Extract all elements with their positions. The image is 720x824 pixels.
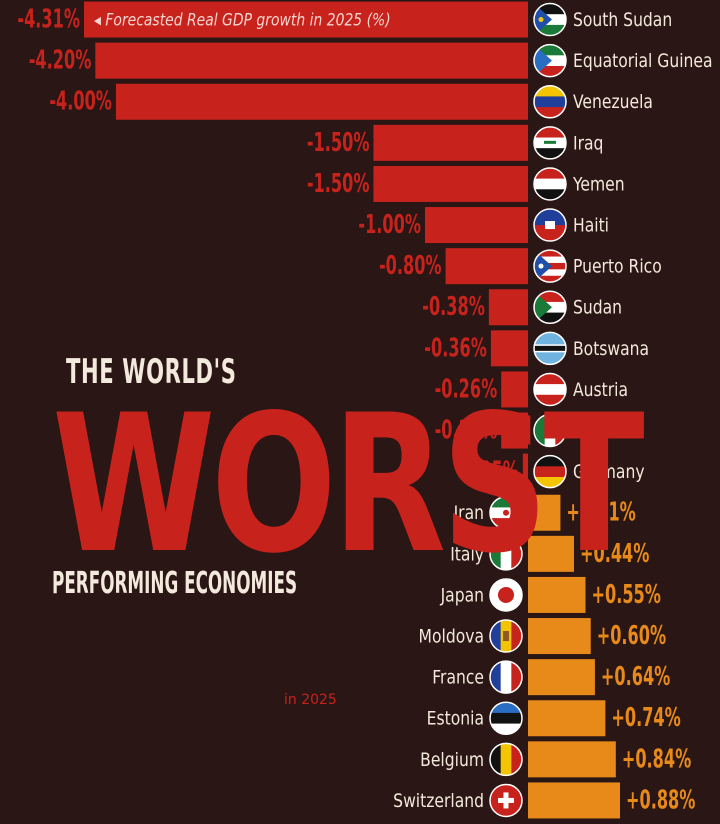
headline-worst: WORST [52,374,645,595]
value-label: +0.55% [592,580,661,610]
value-label: -1.00% [358,210,421,240]
bar-1 [95,42,528,79]
country-label: Puerto Rico [573,256,662,278]
value-label: -0.38% [422,292,485,322]
bar-5 [424,207,528,244]
austria-flag-icon [533,372,567,407]
switzerland-flag-icon [489,783,523,818]
value-label: -4.20% [29,46,92,76]
japan-flag-icon [489,578,523,612]
puerto-rico-flag-icon [533,249,567,283]
country-label: Italy [450,544,484,566]
bar-6 [445,248,528,285]
yemen-flag-icon [533,167,567,201]
country-label: Switzerland [393,791,484,813]
venezuela-flag-icon [533,85,567,119]
country-label: Sudan [573,297,622,319]
country-label: Estonia [427,708,484,730]
value-label: +0.84% [622,745,691,775]
country-label: Germany [573,462,645,484]
france-flag-icon [489,660,523,694]
country-label: Botswana [573,338,649,360]
south-sudan-flag-icon [533,2,567,37]
value-label: +0.60% [597,621,666,651]
country-label: France [432,667,484,689]
country-label: Moldova [419,626,484,648]
bar-12 [528,494,561,531]
headline: THE WORLD'S WORST PERFORMING ECONOMIES i… [52,352,645,708]
bar-8 [490,330,528,367]
country-label: Equatorial Guinea [573,51,713,73]
bar-17 [528,700,606,737]
italy-flag-icon [489,537,523,571]
headline-year: in 2025 [284,692,337,708]
country-label: Belgium [420,749,484,771]
moldova-flag-icon [489,619,523,653]
iran-flag-icon [489,496,523,530]
bar-19 [528,782,620,819]
bar-4 [373,165,528,202]
headline-line1: THE WORLD'S [66,352,237,392]
value-label: +0.88% [626,786,695,816]
value-label: -0.26% [435,375,498,405]
iraq-flag-icon [533,126,567,160]
equatorial-guinea-flag-icon [533,43,567,78]
country-label: Haiti [573,215,609,237]
bar-15 [528,618,591,655]
legend-note: ◂ Forecasted Real GDP growth in 2025 (%) [94,10,391,30]
bar-18 [528,741,616,778]
bar-9 [501,371,528,408]
country-label: Yemen [572,174,625,196]
headline-line3: PERFORMING ECONOMIES [52,566,298,601]
country-label: Japan [440,585,484,607]
bar-10 [501,412,528,449]
estonia-flag-icon [489,701,523,735]
value-label: -0.26% [435,416,498,446]
country-label: South Sudan [573,10,672,32]
value-label: +0.44% [580,539,649,569]
country-label: Mexico [573,421,627,443]
value-label: -1.50% [307,169,370,199]
value-label: -4.00% [49,87,112,117]
value-label: -0.80% [379,251,442,281]
bar-7 [488,289,528,326]
germany-flag-icon [533,454,567,489]
bar-11 [522,453,528,490]
country-label: Venezuela [573,92,653,114]
value-label: -0.05% [456,457,519,487]
value-label: +0.74% [611,703,680,733]
mexico-flag-icon [533,413,567,448]
bar-3 [373,124,528,161]
botswana-flag-icon [533,331,567,366]
bar-0 [84,1,528,38]
bar-13 [528,535,574,572]
value-label: -0.36% [424,334,487,364]
sudan-flag-icon [533,290,567,324]
value-label: -1.50% [307,128,370,158]
belgium-flag-icon [489,742,523,777]
bar-14 [528,576,586,613]
value-label: -4.31% [17,5,80,35]
haiti-flag-icon [533,208,567,242]
bar-16 [528,659,595,696]
bar-2 [115,83,529,120]
country-label: Iran [454,503,484,525]
value-label: +0.64% [601,662,670,692]
country-label: Austria [573,380,628,402]
country-label: Iraq [573,133,603,155]
value-label: +0.31% [566,498,635,528]
